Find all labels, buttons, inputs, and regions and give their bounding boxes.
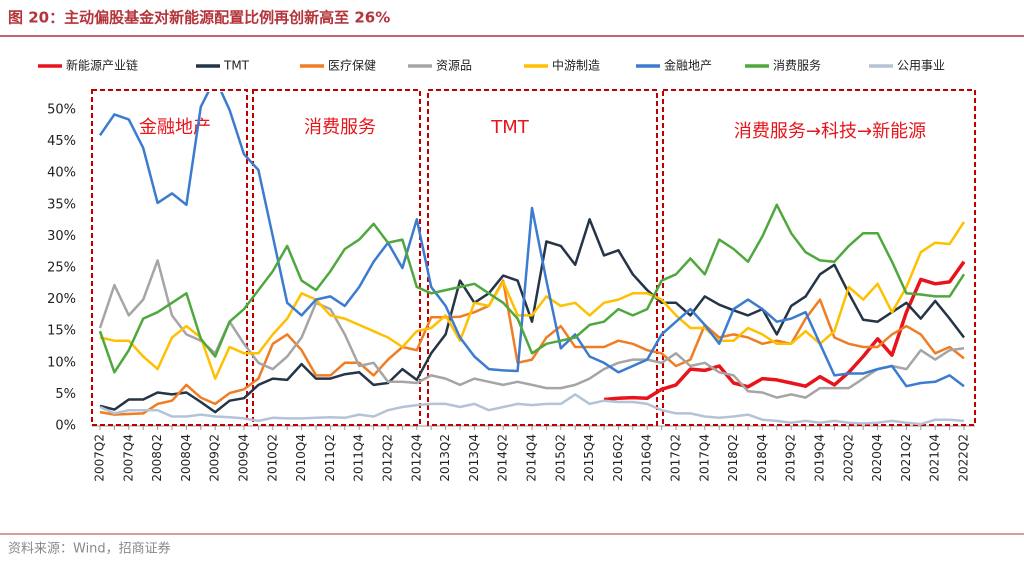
series-line [98,203,966,374]
x-tick-label: 2012Q2 [381,434,395,482]
chart-title: 图 20：主动偏股基金对新能源配置比例再创新高至 26% [8,9,390,27]
annotation-box [252,89,421,426]
y-tick-label: 20% [47,292,76,307]
series-line [98,259,965,399]
y-tick-label: 5% [55,387,76,402]
x-tick-label: 2018Q2 [726,434,740,482]
y-tick-label: 25% [47,261,76,276]
annotation-box [427,89,658,426]
x-tick-label: 2018Q4 [755,434,769,482]
series-line [603,260,966,402]
y-tick-label: 40% [47,166,76,181]
plot-area [98,92,966,426]
x-tick-label: 2016Q2 [611,434,625,482]
legend-label: 消费服务 [773,58,821,73]
x-tick-label: 2020Q2 [841,434,855,482]
series-line [98,92,965,388]
legend-label: 新能源产业链 [66,58,138,73]
x-tick-label: 2014Q4 [525,434,539,482]
annotation-box [91,89,248,426]
x-tick-label: 2015Q2 [553,434,567,482]
legend-label: 中游制造 [552,58,600,73]
legend-label: 公用事业 [897,59,945,73]
x-tick-label: 2012Q4 [409,434,423,482]
x-tick-label: 2017Q2 [669,434,683,482]
annotation: 消费服务 [304,117,376,138]
x-tick-label: 2009Q4 [237,434,251,482]
series-line [99,279,965,416]
y-tick-label: 15% [47,324,76,339]
annotation: 消费服务→科技→新能源 [734,121,926,142]
x-tick-label: 2008Q2 [150,434,164,482]
source: 资料来源：Wind，招商证券 [8,541,171,557]
y-tick-label: 0% [55,419,76,434]
annotation: TMT [490,117,530,138]
annotation-box [662,89,976,426]
x-tick-label: 2016Q4 [640,434,654,482]
x-tick-label: 2019Q2 [784,434,798,482]
legend-label: 金融地产 [664,58,712,73]
x-tick-label: 2013Q4 [467,434,481,482]
series-line [99,393,965,426]
series-line [99,221,966,380]
annotation: 金融地产 [139,117,211,138]
x-tick-label: 2008Q4 [179,434,193,482]
x-tick-label: 2011Q4 [352,434,366,482]
legend-label: TMT [223,59,250,73]
x-tick-label: 2022Q2 [957,434,971,482]
legend-label: 医疗保健 [328,59,376,73]
x-tick-label: 2019Q4 [813,434,827,482]
x-tick-label: 2021Q4 [928,434,942,482]
y-tick-label: 35% [47,197,76,212]
legend-label: 资源品 [436,59,472,73]
x-tick-label: 2015Q4 [582,434,596,482]
x-tick-label: 2017Q4 [697,434,711,482]
x-tick-label: 2014Q2 [496,434,510,482]
x-tick-label: 2020Q4 [870,434,884,482]
x-tick-label: 2021Q2 [899,434,913,482]
x-tick-label: 2011Q2 [323,434,337,482]
y-tick-label: 30% [47,229,76,244]
x-tick-label: 2007Q4 [121,434,135,482]
x-tick-label: 2010Q4 [294,434,308,482]
y-tick-label: 10% [47,355,76,370]
x-tick-label: 2013Q2 [438,434,452,482]
y-tick-label: 50% [47,103,76,118]
y-tick-label: 45% [47,134,76,149]
x-tick-label: 2009Q2 [208,434,222,482]
x-tick-label: 2010Q2 [265,434,279,482]
series-line [99,218,965,414]
x-tick-label: 2007Q2 [93,434,107,482]
